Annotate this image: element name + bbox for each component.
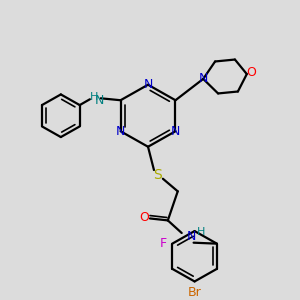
- Text: O: O: [246, 66, 256, 79]
- Text: N: N: [143, 78, 153, 91]
- Text: F: F: [160, 237, 167, 250]
- Text: H: H: [197, 227, 206, 237]
- Text: N: N: [199, 72, 208, 86]
- Text: N: N: [187, 230, 196, 243]
- Text: Br: Br: [188, 286, 202, 298]
- Text: N: N: [95, 94, 104, 107]
- Text: N: N: [116, 125, 125, 138]
- Text: S: S: [154, 168, 162, 182]
- Text: N: N: [171, 125, 180, 138]
- Text: O: O: [139, 211, 149, 224]
- Text: H: H: [90, 92, 98, 102]
